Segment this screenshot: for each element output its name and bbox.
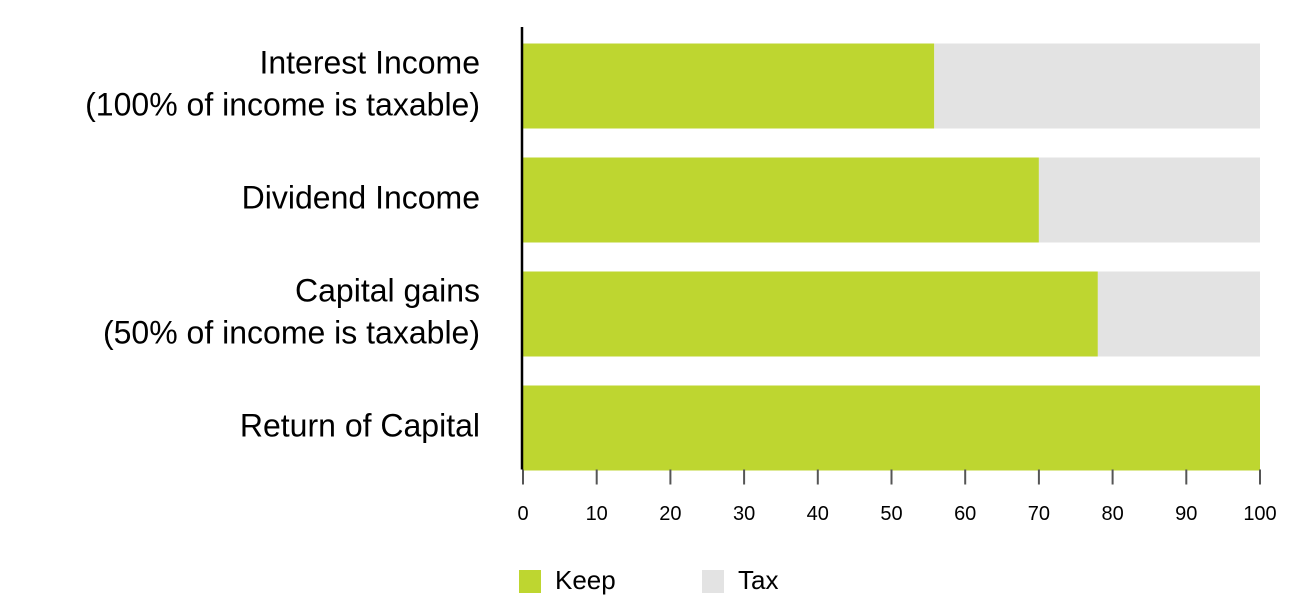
x-tick-label: 100 bbox=[1243, 503, 1276, 525]
legend-label: Tax bbox=[738, 565, 778, 595]
bar-segment bbox=[523, 43, 935, 129]
category-label: Capital gains bbox=[295, 272, 480, 308]
category-label: Dividend Income bbox=[242, 179, 480, 215]
x-tick-label: 70 bbox=[1028, 503, 1050, 525]
x-tick-label: 90 bbox=[1175, 503, 1197, 525]
category-label: Return of Capital bbox=[240, 407, 480, 443]
x-tick-label: 20 bbox=[659, 503, 681, 525]
legend-label: Keep bbox=[555, 565, 616, 595]
legend-swatch bbox=[702, 570, 724, 593]
category-label: (100% of income is taxable) bbox=[85, 86, 480, 122]
legend-swatch bbox=[519, 570, 541, 593]
category-label: Interest Income bbox=[259, 44, 480, 80]
category-label: (50% of income is taxable) bbox=[103, 314, 480, 350]
x-tick-label: 0 bbox=[517, 503, 528, 525]
x-tick-label: 50 bbox=[880, 503, 902, 525]
bar-segment bbox=[523, 271, 1098, 357]
x-tick-label: 80 bbox=[1101, 503, 1123, 525]
x-tick-label: 10 bbox=[586, 503, 608, 525]
x-tick-label: 40 bbox=[807, 503, 829, 525]
x-tick-label: 30 bbox=[733, 503, 755, 525]
bar-segment bbox=[1097, 271, 1260, 357]
bar-segment bbox=[934, 43, 1260, 129]
bar-segment bbox=[1038, 157, 1260, 243]
x-tick-label: 60 bbox=[954, 503, 976, 525]
bar-segment bbox=[523, 157, 1039, 243]
bar-segment bbox=[523, 385, 1260, 471]
